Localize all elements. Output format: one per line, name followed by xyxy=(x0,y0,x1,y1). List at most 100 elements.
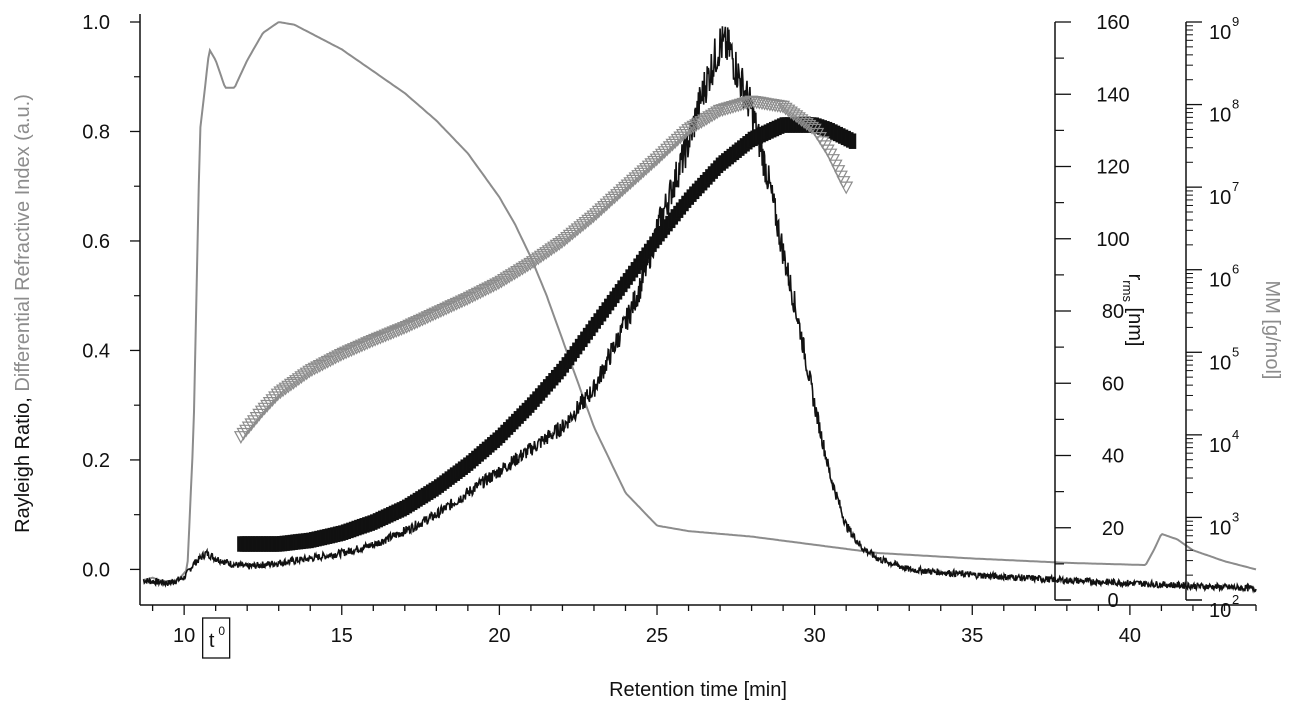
left-axis-title-part2: Differential Refractive Index (a.u.) xyxy=(12,94,34,392)
mm-data-point xyxy=(615,184,630,198)
mm-tick-label-base: 10 xyxy=(1209,270,1231,292)
mm-data-point xyxy=(275,384,291,398)
mm-data-point xyxy=(246,415,262,429)
series-rms_markers xyxy=(237,117,857,552)
left-tick-label: 1.0 xyxy=(82,12,110,34)
rms-axis-title-main: r xyxy=(1124,274,1146,281)
series-mm_markers xyxy=(233,95,854,444)
mm-data-point xyxy=(318,357,333,371)
mm-data-point xyxy=(499,272,514,286)
mm-data-point xyxy=(533,250,548,264)
mm-data-point xyxy=(641,160,656,174)
mm-data-point xyxy=(623,177,638,191)
mm-data-point xyxy=(518,261,533,274)
mm-data-point xyxy=(302,365,317,379)
mm-data-point xyxy=(489,278,504,292)
mm-data-point xyxy=(660,143,675,157)
mm-data-point xyxy=(325,353,341,366)
mm-data-point xyxy=(647,155,662,169)
mm-data-point xyxy=(689,119,704,133)
mm-data-point xyxy=(539,247,554,260)
left-axis-title: Rayleigh Ratio, Differential Refractive … xyxy=(12,94,34,533)
mm-data-point xyxy=(547,241,562,255)
mm-data-point xyxy=(249,412,264,425)
mm-data-point xyxy=(586,210,601,224)
mm-data-point xyxy=(512,264,527,278)
rms-tick-label: 140 xyxy=(1096,84,1129,106)
mm-axis-title: MM [g/mol] xyxy=(1261,281,1283,380)
mm-data-point xyxy=(591,205,606,219)
rms-axis-title-subscript: rms xyxy=(1120,280,1135,302)
mm-data-point xyxy=(531,252,546,266)
mm-data-point xyxy=(633,167,648,181)
x-tick-label: 30 xyxy=(804,625,826,647)
mm-data-point xyxy=(565,227,580,241)
mm-tick-label-base: 10 xyxy=(1209,435,1231,457)
t0-superscript: 0 xyxy=(218,624,225,638)
rms-tick-label: 40 xyxy=(1102,446,1124,468)
mm-data-point xyxy=(265,394,280,408)
mm-data-point xyxy=(589,208,604,222)
rms-tick-label: 160 xyxy=(1096,12,1129,34)
mm-data-point xyxy=(504,269,519,283)
mm-data-point xyxy=(581,214,596,228)
mm-data-point xyxy=(691,117,706,131)
mm-data-point xyxy=(320,355,335,369)
mm-data-point xyxy=(552,238,567,251)
mm-tick-label-exponent: 5 xyxy=(1232,344,1239,359)
mm-data-point xyxy=(568,225,583,239)
mm-data-point xyxy=(525,256,541,269)
mm-tick-label-exponent: 3 xyxy=(1232,509,1239,524)
mm-tick-label-exponent: 4 xyxy=(1232,427,1239,442)
rms-axis-title: rrms [nm] xyxy=(1120,274,1146,347)
mm-data-point xyxy=(268,391,283,405)
x-tick-label: 40 xyxy=(1119,625,1141,647)
mm-data-point xyxy=(491,277,506,291)
mm-tick-label-base: 10 xyxy=(1209,105,1231,127)
series-dri-line xyxy=(142,21,1257,583)
t0-label: t xyxy=(209,630,215,652)
mm-data-point xyxy=(262,397,277,410)
mm-data-point xyxy=(286,377,301,390)
mm-data-point xyxy=(697,114,712,128)
mm-tick-label-base: 10 xyxy=(1209,517,1231,539)
mm-data-point xyxy=(497,274,512,287)
rms-tick-label: 80 xyxy=(1102,301,1124,323)
mm-tick-label-base: 10 xyxy=(1209,22,1231,44)
mm-data-point xyxy=(468,289,483,302)
mm-data-point xyxy=(683,122,698,136)
mm-data-point xyxy=(291,373,306,387)
x-tick-label: 15 xyxy=(331,625,353,647)
mm-data-point xyxy=(281,380,296,394)
mm-data-point xyxy=(239,424,254,438)
series-rayleigh-line xyxy=(142,26,1257,594)
mm-data-point xyxy=(686,120,701,134)
mm-data-point xyxy=(802,119,817,133)
mm-data-point xyxy=(296,369,312,383)
rms-axis-title-unit: [nm] xyxy=(1124,302,1146,346)
mm-data-point xyxy=(599,198,614,212)
mm-data-point xyxy=(549,239,564,253)
rms-tick-label: 60 xyxy=(1102,373,1124,395)
mm-data-point xyxy=(597,201,612,214)
mm-data-point xyxy=(312,360,327,373)
mm-data-point xyxy=(702,111,717,125)
mm-data-point xyxy=(270,388,285,402)
mm-data-point xyxy=(278,382,293,396)
mm-data-point xyxy=(681,124,696,137)
mm-data-point xyxy=(594,203,609,217)
mm-data-point xyxy=(620,179,635,193)
mm-data-point xyxy=(502,270,517,284)
mm-data-point xyxy=(557,234,572,247)
mm-tick-label-exponent: 8 xyxy=(1232,97,1239,112)
mm-data-point xyxy=(707,108,722,121)
left-tick-label: 0.4 xyxy=(82,340,110,362)
x-tick-label: 10 xyxy=(173,625,195,647)
mm-data-point xyxy=(483,281,498,295)
mm-data-point xyxy=(304,364,319,377)
mm-data-point xyxy=(560,232,575,245)
left-tick-label: 0.0 xyxy=(82,559,110,581)
mm-data-point xyxy=(299,367,314,381)
